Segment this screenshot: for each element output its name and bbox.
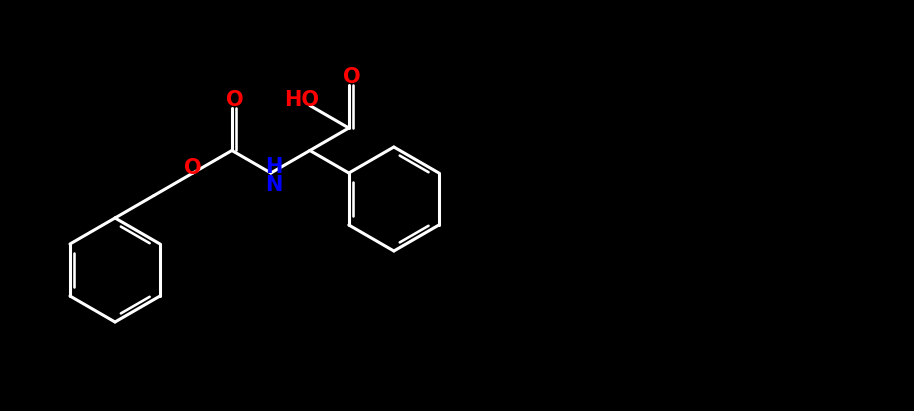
Text: O: O <box>184 158 202 178</box>
Text: H
N: H N <box>265 157 282 195</box>
Text: HO: HO <box>284 90 319 111</box>
Text: O: O <box>226 90 244 110</box>
Text: O: O <box>343 67 361 87</box>
